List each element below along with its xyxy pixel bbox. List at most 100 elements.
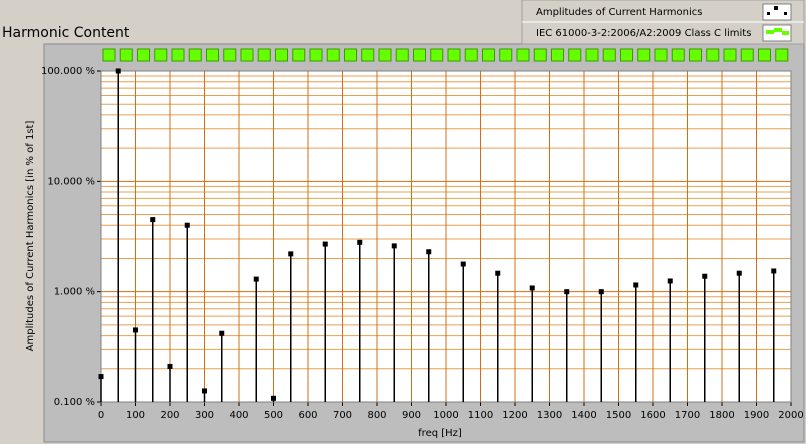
x-tick-label: 800: [367, 410, 386, 421]
y-tick-label: 0.100 %: [54, 397, 95, 408]
x-tick-label: 1600: [640, 410, 665, 421]
legend-marker: [774, 6, 778, 10]
marker: [167, 363, 173, 369]
limit-indicator: [637, 48, 651, 62]
marker: [598, 289, 604, 295]
limit-indicator: [602, 48, 616, 62]
limit-indicator: [292, 48, 306, 62]
marker: [357, 239, 363, 245]
limit-indicator: [188, 48, 202, 62]
marker: [529, 285, 535, 291]
x-tick-label: 2000: [778, 410, 803, 421]
marker: [98, 374, 104, 380]
marker: [219, 330, 225, 336]
marker: [736, 270, 742, 276]
legend-marker: [784, 12, 787, 15]
plot-frame: [100, 70, 792, 403]
limit-indicator: [585, 48, 599, 62]
y-axis-label: Amplitudes of Current Harmonics [in % of…: [25, 121, 36, 352]
limit-indicator: [257, 48, 271, 62]
marker: [271, 395, 276, 401]
legend-marker: [767, 12, 770, 15]
legend-marker: [782, 31, 789, 35]
limit-indicator: [706, 48, 720, 62]
limit-indicator: [154, 48, 168, 62]
x-tick-label: 1700: [675, 410, 700, 421]
limit-indicator: [119, 48, 133, 62]
x-tick-label: 0: [98, 410, 104, 421]
limit-indicator: [568, 48, 582, 62]
x-tick-label: 700: [333, 410, 352, 421]
limit-indicator: [620, 48, 633, 62]
marker: [460, 261, 466, 267]
legend-marker: [766, 30, 774, 34]
limit-indicator: [326, 48, 340, 62]
marker: [564, 289, 570, 295]
legend-label: Amplitudes of Current Harmonics: [536, 7, 702, 18]
x-tick-label: 1400: [571, 410, 596, 421]
legend-marker: [774, 28, 782, 32]
y-tick-label: 100.000 %: [41, 66, 95, 77]
chart-title: Harmonic Content: [2, 25, 130, 41]
marker: [115, 68, 121, 74]
x-tick-label: 300: [195, 410, 214, 421]
limit-indicator: [361, 48, 375, 62]
legend-icon: [762, 3, 792, 21]
x-tick-label: 1200: [502, 410, 527, 421]
marker: [288, 251, 294, 257]
marker: [391, 243, 397, 249]
limit-indicator: [499, 48, 513, 62]
y-tick-label: 10.000 %: [47, 176, 95, 187]
x-tick-label: 400: [229, 410, 248, 421]
limit-indicator: [344, 48, 357, 62]
limit-indicator: [275, 48, 288, 62]
x-tick-label: 600: [298, 410, 317, 421]
marker: [253, 276, 259, 282]
limit-indicator: [516, 48, 530, 62]
limit-indicator: [533, 48, 547, 62]
x-tick-label: 1000: [433, 410, 458, 421]
limit-indicator: [654, 48, 668, 62]
limit-indicator: [102, 48, 116, 62]
limit-indicator: [775, 48, 789, 62]
marker: [322, 241, 328, 247]
x-tick-label: 1500: [606, 410, 631, 421]
limit-indicator: [447, 48, 461, 62]
limit-indicator: [758, 48, 771, 62]
limit-indicator: [171, 48, 185, 62]
x-tick-label: 1300: [537, 410, 562, 421]
marker: [702, 273, 708, 279]
limit-indicator: [378, 48, 392, 62]
x-tick-label: 100: [126, 410, 145, 421]
marker: [426, 249, 432, 255]
limit-indicator: [206, 48, 219, 62]
legend-label: IEC 61000-3-2:2006/A2:2009 Class C limit…: [536, 28, 751, 39]
limit-indicator: [413, 48, 426, 62]
limit-indicator: [223, 48, 237, 62]
limit-indicator: [723, 48, 737, 62]
x-tick-label: 200: [160, 410, 179, 421]
x-tick-label: 500: [264, 410, 283, 421]
limit-indicator: [671, 48, 685, 62]
limit-indicator: [464, 48, 478, 62]
limit-indicator: [240, 48, 254, 62]
limit-indicator: [689, 48, 702, 62]
marker: [771, 268, 777, 274]
x-tick-label: 1900: [744, 410, 769, 421]
marker: [150, 217, 156, 223]
legend-icon: [762, 24, 792, 42]
y-tick-label: 1.000 %: [54, 287, 95, 298]
limit-indicator: [395, 48, 409, 62]
limit-indicator: [551, 48, 564, 62]
x-tick-label: 1800: [709, 410, 734, 421]
limit-indicator: [430, 48, 444, 62]
marker: [667, 278, 673, 284]
marker: [202, 388, 207, 394]
marker: [495, 270, 501, 276]
limit-indicator: [137, 48, 150, 62]
marker: [184, 222, 190, 228]
marker: [133, 327, 138, 333]
marker: [633, 282, 639, 288]
